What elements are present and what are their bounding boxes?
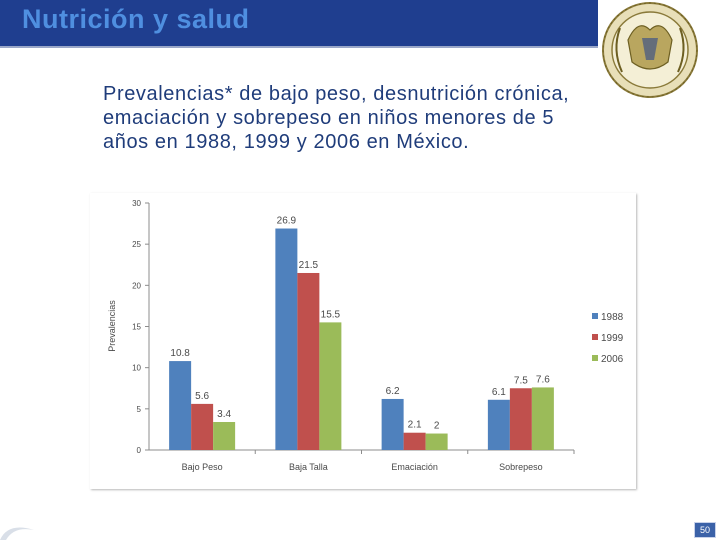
data-label: 7.6 [536, 374, 550, 385]
chart-description: Prevalencias* de bajo peso, desnutrición… [103, 83, 570, 153]
legend-swatch [592, 355, 598, 361]
category-label: Bajo Peso [182, 462, 223, 472]
y-tick-label: 10 [132, 364, 141, 373]
data-label: 6.2 [386, 386, 400, 397]
corner-swoosh-decoration [0, 512, 40, 540]
y-axis-label: Prevalencias [107, 300, 117, 352]
bar [425, 433, 448, 450]
y-tick-label: 0 [137, 446, 142, 455]
bar [531, 387, 554, 450]
data-label: 6.1 [492, 387, 506, 398]
data-label: 3.4 [217, 409, 231, 420]
category-label: Emaciación [391, 462, 438, 472]
y-tick-label: 25 [132, 240, 141, 249]
legend-swatch [592, 313, 598, 319]
page-number: 50 [694, 522, 716, 538]
data-label: 5.6 [195, 391, 209, 402]
legend-label: 2006 [601, 354, 624, 365]
title-banner: Nutrición y salud [0, 0, 598, 48]
bar [403, 432, 426, 450]
data-label: 26.9 [277, 216, 297, 227]
bar [509, 388, 532, 450]
chart-container: 0 5 10 15 20 25 30 Prevalencias 10.8 5.6 3.4 Bajo P… [90, 193, 636, 489]
data-label: 15.5 [321, 309, 341, 320]
y-tick-label: 20 [132, 281, 141, 290]
legend-swatch [592, 334, 598, 340]
data-label: 10.8 [170, 348, 190, 359]
data-label: 2.1 [408, 420, 422, 431]
y-tick-label: 15 [132, 323, 141, 332]
data-label: 21.5 [299, 260, 319, 271]
bar [169, 361, 192, 450]
bar [191, 403, 214, 450]
bar [213, 422, 236, 450]
y-tick-label: 30 [132, 199, 141, 208]
unam-seal-logo [598, 0, 702, 104]
legend-label: 1988 [601, 312, 624, 323]
data-label: 2 [434, 421, 440, 432]
data-label: 7.5 [514, 375, 528, 386]
category-label: Baja Talla [289, 462, 328, 472]
slide-title: Nutrición y salud [22, 4, 250, 34]
category-label: Sobrepeso [499, 462, 543, 472]
bar [297, 272, 320, 450]
bar [487, 399, 510, 450]
bar [275, 228, 298, 450]
y-tick-label: 5 [137, 405, 142, 414]
bar [381, 398, 404, 450]
bar [319, 322, 342, 450]
legend-label: 1999 [601, 333, 624, 344]
bar-chart: 0 5 10 15 20 25 30 Prevalencias 10.8 5.6 3.4 Bajo P… [107, 199, 624, 472]
